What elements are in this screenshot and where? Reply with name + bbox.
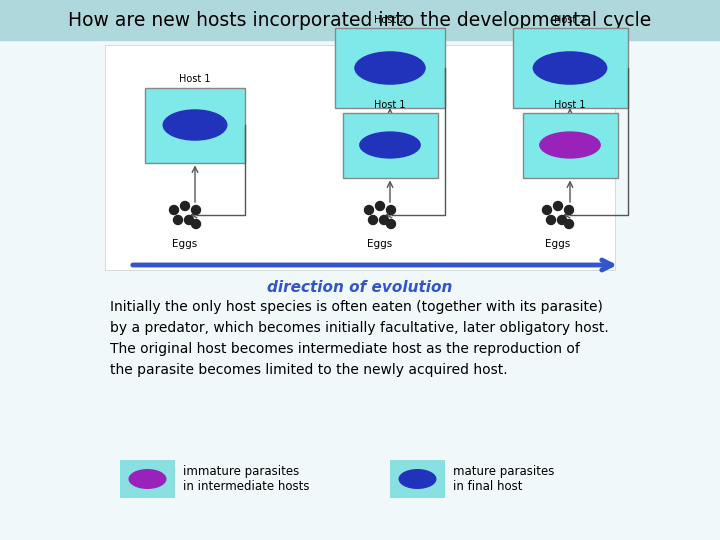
Bar bbox=[523, 112, 618, 178]
Text: immature parasites
in intermediate hosts: immature parasites in intermediate hosts bbox=[183, 465, 310, 493]
Bar bbox=[145, 87, 245, 163]
Ellipse shape bbox=[533, 51, 608, 85]
Circle shape bbox=[557, 215, 567, 225]
Text: Initially the only host species is often eaten (together with its parasite)
by a: Initially the only host species is often… bbox=[110, 300, 608, 377]
Ellipse shape bbox=[128, 469, 166, 489]
Text: direction of evolution: direction of evolution bbox=[267, 280, 453, 295]
Ellipse shape bbox=[354, 51, 426, 85]
Circle shape bbox=[564, 206, 574, 214]
Text: Host 2: Host 2 bbox=[554, 15, 586, 25]
Text: Host 1: Host 1 bbox=[374, 99, 406, 110]
Circle shape bbox=[387, 219, 395, 228]
Circle shape bbox=[169, 206, 179, 214]
Text: Eggs: Eggs bbox=[367, 239, 392, 249]
Ellipse shape bbox=[398, 469, 436, 489]
Text: Eggs: Eggs bbox=[172, 239, 197, 249]
Text: How are new hosts incorporated into the developmental cycle: How are new hosts incorporated into the … bbox=[68, 10, 652, 30]
Circle shape bbox=[184, 215, 194, 225]
Circle shape bbox=[546, 215, 556, 225]
Bar bbox=[105, 45, 615, 270]
Bar bbox=[343, 112, 438, 178]
Circle shape bbox=[364, 206, 374, 214]
Circle shape bbox=[542, 206, 552, 214]
Ellipse shape bbox=[163, 109, 228, 141]
Ellipse shape bbox=[359, 131, 421, 159]
Bar bbox=[335, 28, 445, 108]
Circle shape bbox=[379, 215, 389, 225]
Bar bbox=[513, 28, 628, 108]
Bar bbox=[120, 460, 175, 498]
Text: Host 1: Host 1 bbox=[179, 75, 211, 84]
Circle shape bbox=[387, 206, 395, 214]
Circle shape bbox=[564, 219, 574, 228]
Text: Eggs: Eggs bbox=[545, 239, 571, 249]
Circle shape bbox=[376, 201, 384, 211]
Bar bbox=[0, 0, 720, 40]
Circle shape bbox=[192, 219, 200, 228]
Bar bbox=[390, 460, 445, 498]
Text: mature parasites
in final host: mature parasites in final host bbox=[453, 465, 554, 493]
Circle shape bbox=[174, 215, 182, 225]
Circle shape bbox=[192, 206, 200, 214]
Text: Host 1: Host 1 bbox=[554, 99, 586, 110]
Ellipse shape bbox=[539, 131, 601, 159]
Circle shape bbox=[369, 215, 377, 225]
Text: Host 2: Host 2 bbox=[374, 15, 406, 25]
Circle shape bbox=[554, 201, 562, 211]
Circle shape bbox=[181, 201, 189, 211]
